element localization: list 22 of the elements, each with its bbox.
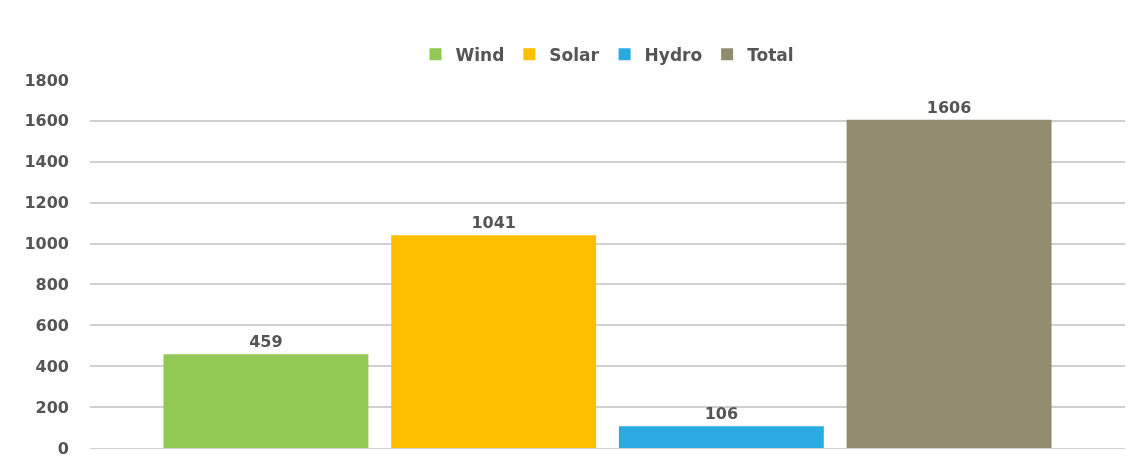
- y-tick-label: 1400: [24, 152, 69, 172]
- y-tick-label: 0: [57, 438, 69, 458]
- y-tick-label: 600: [35, 315, 69, 335]
- bar: [391, 235, 597, 448]
- y-tick-label: 1000: [24, 234, 69, 254]
- legend-label: Solar: [549, 44, 600, 65]
- data-label: 1606: [926, 97, 972, 117]
- bar: [846, 119, 1052, 448]
- legend-label: Total: [747, 44, 794, 65]
- y-tick-label: 200: [35, 397, 69, 417]
- y-tick-label: 1800: [24, 70, 69, 90]
- legend-label: Hydro: [644, 44, 703, 65]
- y-tick-label: 1600: [24, 111, 69, 131]
- data-label: 106: [704, 404, 739, 424]
- bar: [163, 354, 369, 448]
- legend-label: Wind: [455, 44, 505, 65]
- y-tick-label: 1200: [24, 193, 69, 213]
- data-label: 459: [249, 332, 283, 352]
- y-tick-label: 400: [35, 356, 69, 376]
- bar: [618, 426, 824, 448]
- data-label: 1041: [471, 213, 516, 233]
- y-tick-label: 800: [35, 275, 69, 295]
